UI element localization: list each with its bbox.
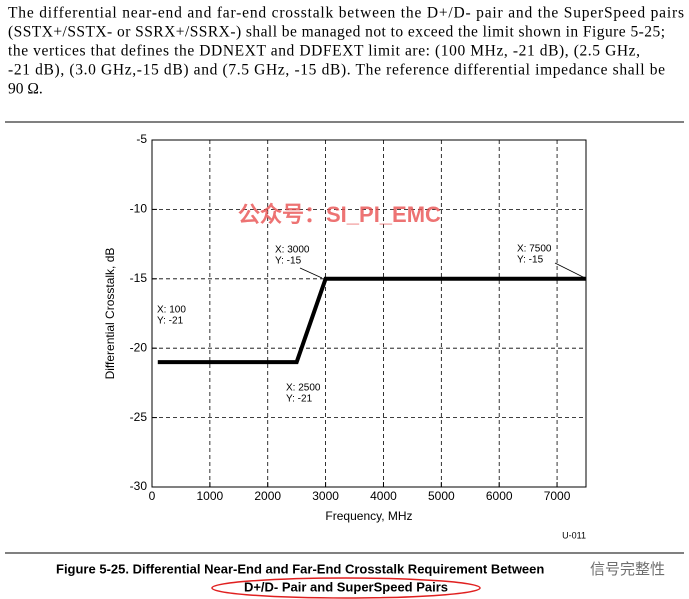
datatip-text: Y: -21 <box>286 394 313 405</box>
caption: D+/D- Pair and SuperSpeed Pairs <box>244 579 448 594</box>
x-tick-label: 3000 <box>312 489 339 503</box>
y-tick-label: -25 <box>130 410 148 424</box>
watermark: 信号完整性 <box>590 561 665 578</box>
paragraph-line: The differential near-end and far-end cr… <box>8 5 684 22</box>
x-tick-label: 0 <box>149 489 156 503</box>
paragraph-line: the vertices that defines the DDNEXT and… <box>8 43 640 60</box>
y-tick-label: -10 <box>130 202 148 216</box>
x-tick-label: 6000 <box>486 489 513 503</box>
data-line <box>157 276 586 365</box>
x-tick-label: 4000 <box>370 489 397 503</box>
y-tick-label: -30 <box>130 479 148 493</box>
highlight-ellipse <box>211 577 481 599</box>
watermark: 公众号：SI_PI_EMC <box>238 202 441 227</box>
paragraph-line: -21 dB), (3.0 GHz,-15 dB) and (7.5 GHz, … <box>8 62 665 79</box>
caption: Figure 5-25. Differential Near-End and F… <box>56 561 544 576</box>
y-tick-label: -15 <box>130 271 148 285</box>
figure-id: U-011 <box>562 530 586 540</box>
datatip-text: X: 2500 <box>286 383 321 394</box>
y-axis-label: Differential Crosstalk, dB <box>103 248 117 380</box>
y-tick-label: -20 <box>130 340 148 354</box>
datatip-text: Y: -15 <box>275 256 302 267</box>
datatip-text: X: 7500 <box>517 244 552 255</box>
x-axis-label: Frequency, MHz <box>325 509 412 523</box>
datatip-text: Y: -21 <box>157 316 184 327</box>
x-tick-label: 2000 <box>254 489 281 503</box>
datatip-text: X: 100 <box>157 305 186 316</box>
x-tick-label: 7000 <box>544 489 571 503</box>
paragraph-line: (SSTX+/SSTX- or SSRX+/SSRX-) shall be ma… <box>8 24 665 41</box>
paragraph-line: 90 Ω. <box>8 81 43 98</box>
datatip-text: Y: -15 <box>517 255 544 266</box>
datatip-pointer <box>299 267 323 279</box>
plot-frame <box>151 139 587 488</box>
datatip-text: X: 3000 <box>275 245 310 256</box>
y-tick-label: -5 <box>136 132 147 146</box>
x-tick-label: 1000 <box>197 489 224 503</box>
x-tick-label: 5000 <box>428 489 455 503</box>
datatip-pointer <box>554 262 586 279</box>
